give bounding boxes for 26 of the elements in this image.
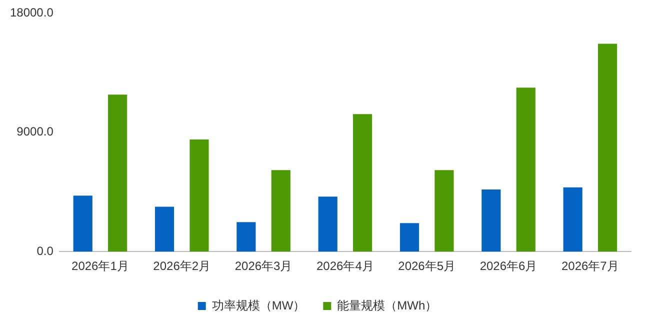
x-tick-label: 2026年1月 [72,259,129,274]
x-tick-label: 2026年6月 [480,259,538,274]
bar [598,44,618,252]
bar [400,223,420,252]
bar [271,170,290,252]
x-tick-label: 2026年3月 [234,259,292,274]
y-tick-label: 0.0 [36,244,54,258]
bar [353,114,372,252]
y-tick-label: 18000.0 [10,6,54,20]
bar [318,196,338,252]
legend-label: 功率规模（MW） [212,298,306,312]
legend-label: 能量规模（MWh） [337,298,438,312]
x-tick-label: 2026年7月 [561,259,619,274]
bar [154,206,174,252]
x-tick-label: 2026年2月 [153,259,211,274]
bar [563,187,582,252]
bar [108,94,128,252]
x-tick-label: 2026年5月 [398,259,456,274]
y-tick-label: 9000.0 [16,124,54,139]
bar [434,170,454,252]
bar [190,140,209,252]
bar [73,196,92,252]
x-tick-label: 2026年4月 [316,259,374,274]
bar [516,88,536,252]
bar [482,189,501,252]
bar [236,222,256,252]
